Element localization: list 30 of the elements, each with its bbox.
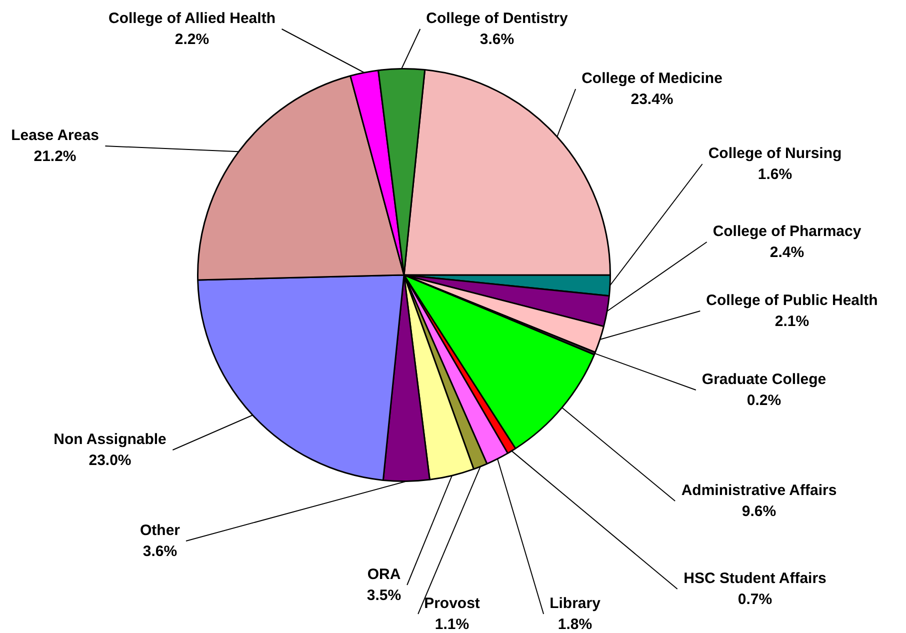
data-label: 1.8% xyxy=(558,616,592,633)
data-label: 1.6% xyxy=(758,166,792,184)
slice-label: Administrative Affairs xyxy=(681,482,837,500)
slice-label: Library xyxy=(550,595,602,612)
data-label: 21.2% xyxy=(34,148,76,166)
slice-label: College of Medicine xyxy=(582,70,722,88)
data-label: 0.2% xyxy=(746,392,782,410)
data-label: 2.4% xyxy=(770,244,804,262)
slice-label: Other xyxy=(140,522,180,540)
data-label: 2.2% xyxy=(174,31,210,48)
slice-label: Graduate College xyxy=(702,371,826,388)
data-label: 9.6% xyxy=(742,503,776,520)
slice-label: College of Nursing xyxy=(708,145,842,162)
data-label: 3.6% xyxy=(142,543,178,560)
slice-label: Non Assignable xyxy=(54,431,166,448)
data-label: 0.7% xyxy=(738,591,772,608)
slice-label: College of Allied Health xyxy=(108,10,276,28)
slice-label: ORA xyxy=(367,566,401,584)
slice-label: College of Public Health xyxy=(706,292,878,310)
slice-label: Lease Areas xyxy=(11,127,99,144)
data-label: 23.4% xyxy=(630,91,674,108)
data-label: 3.6% xyxy=(480,31,514,48)
data-label: 1.1% xyxy=(434,616,470,633)
data-label: 2.1% xyxy=(774,313,810,330)
data-label: 23.0% xyxy=(88,452,132,470)
slice-label: HSC Student Affairs xyxy=(684,570,826,588)
data-label: 3.5% xyxy=(366,587,402,604)
slice-label: College of Pharmacy xyxy=(712,223,862,240)
slice-label: Provost xyxy=(424,595,480,612)
slice-label: College of Dentistry xyxy=(426,10,568,28)
